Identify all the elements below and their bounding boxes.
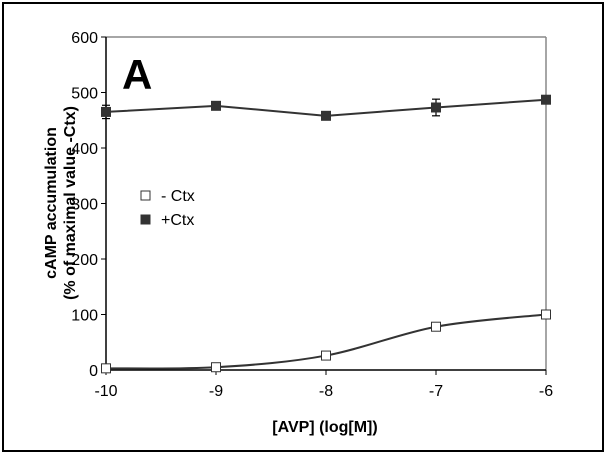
legend-marker-plus-ctx (140, 214, 151, 225)
x-tick-label: -7 (429, 383, 443, 400)
legend-marker-minus-ctx (140, 190, 151, 201)
y-tick-label: 200 (71, 252, 98, 269)
panel-label: A (122, 51, 152, 98)
y-axis-title-line1: cAMP accumulation (43, 127, 60, 279)
legend-label-plus-ctx: +Ctx (161, 212, 194, 229)
data-point-minus-ctx (101, 363, 111, 374)
x-tick-label: -6 (539, 383, 553, 400)
x-tick-label: -9 (209, 383, 223, 400)
data-point-plus-ctx (431, 102, 441, 113)
data-point-minus-ctx (541, 309, 551, 320)
y-axis-title-line2: (% of maximal value -Ctx) (62, 106, 79, 300)
y-tick-label: 100 (71, 308, 98, 325)
data-point-plus-ctx (321, 110, 331, 121)
y-tick-label: 0 (89, 363, 98, 380)
x-tick-label: -8 (319, 383, 333, 400)
x-axis-title: [AVP] (log[M]) (272, 419, 377, 436)
data-point-plus-ctx (211, 100, 221, 111)
x-tick-label: -10 (94, 383, 117, 400)
figure-frame: 0 100 200 300 400 500 600 -10 -9 -8 -7 -6 A cAMP ac… (2, 2, 604, 452)
y-tick-label: 600 (71, 30, 98, 47)
data-point-minus-ctx (211, 362, 221, 373)
data-point-minus-ctx (321, 350, 331, 361)
data-point-minus-ctx (431, 321, 441, 332)
data-point-plus-ctx (101, 106, 111, 117)
legend: - Ctx +Ctx (140, 188, 195, 229)
y-tick-label: 400 (71, 141, 98, 158)
legend-label-minus-ctx: - Ctx (161, 188, 195, 205)
data-point-plus-ctx (541, 94, 551, 105)
y-tick-label: 500 (71, 86, 98, 103)
y-tick-label: 300 (71, 197, 98, 214)
chart-svg: 0 100 200 300 400 500 600 -10 -9 -8 -7 -6 A cAMP ac… (43, 30, 553, 436)
